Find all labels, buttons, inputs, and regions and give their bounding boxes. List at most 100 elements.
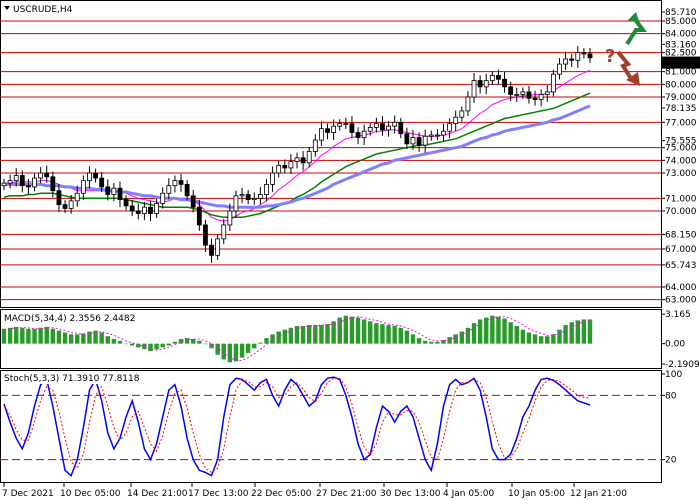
- price-label: 68.150: [665, 230, 697, 240]
- macd-bar: [44, 326, 49, 344]
- macd-bar: [514, 325, 519, 344]
- time-label: 4 Jan 05:00: [443, 489, 495, 499]
- macd-bar: [258, 342, 263, 344]
- time-label: 7 Dec 2021: [2, 489, 54, 499]
- stoch-levels: [0, 394, 661, 461]
- macd-bar: [313, 325, 318, 344]
- price-label: 74.000: [665, 156, 697, 166]
- candle-body: [538, 94, 544, 100]
- macd-bar: [282, 329, 287, 344]
- candle-body: [129, 205, 135, 212]
- ma-line-1: [3, 92, 591, 219]
- macd-bar: [294, 325, 300, 344]
- candle-body: [123, 199, 129, 207]
- candle-body: [203, 224, 208, 246]
- price-label: 85.710: [665, 8, 697, 18]
- macd-bar: [93, 330, 98, 344]
- stoch-tick-label: 80: [665, 391, 677, 401]
- macd-bar: [331, 321, 336, 344]
- price-label: 84.000: [665, 30, 697, 40]
- macd-bar: [545, 336, 550, 344]
- symbol-dropdown-icon[interactable]: [4, 6, 10, 10]
- macd-bar: [349, 316, 355, 344]
- candle-body: [68, 200, 74, 209]
- stoch-line-1: [3, 377, 591, 474]
- price-label: 80.000: [665, 80, 697, 90]
- time-axis: 7 Dec 2021 10 Dec 05:00 14 Dec 21:00 17 Dec…: [2, 483, 627, 499]
- macd-bar: [557, 329, 562, 344]
- macd-bar: [508, 322, 513, 344]
- candle-body: [416, 137, 422, 146]
- macd-bar: [416, 338, 422, 344]
- candle-body: [373, 123, 379, 128]
- candle-body: [32, 177, 37, 188]
- macd-bar: [136, 343, 141, 348]
- price-label: 83.160: [665, 40, 697, 50]
- candle-body: [380, 123, 385, 131]
- macd-tick-label: 0.00: [665, 340, 685, 350]
- macd-bar: [68, 334, 74, 344]
- candle-body: [331, 125, 337, 133]
- candle-body: [392, 121, 398, 127]
- macd-bar: [252, 343, 257, 349]
- candle-body: [172, 180, 178, 187]
- macd-bar: [123, 343, 129, 345]
- candle-body: [257, 194, 263, 199]
- up-arrow-icon: [625, 16, 647, 46]
- macd-bar: [270, 334, 275, 344]
- macd-bar: [538, 336, 544, 344]
- time-label: 10 Jan 05:00: [508, 489, 565, 499]
- candle-body: [312, 139, 318, 152]
- stoch-pane-frame: [0, 370, 662, 483]
- candle-body: [117, 187, 123, 200]
- candle-body: [178, 180, 184, 185]
- price-label: 81.717: [665, 59, 697, 69]
- resistance-levels: [0, 20, 661, 301]
- main-pane-frame: [0, 0, 662, 308]
- candle-body: [300, 157, 306, 164]
- price-label: 78.135: [665, 104, 697, 114]
- macd-bar: [465, 327, 471, 344]
- macd-bar: [276, 331, 281, 344]
- candle-body: [38, 172, 44, 179]
- candle-body: [13, 175, 19, 182]
- candle-body: [26, 185, 31, 188]
- candle-body: [465, 96, 471, 112]
- candle-body: [56, 190, 62, 206]
- macd-bar: [532, 334, 538, 344]
- macd-bar: [441, 339, 446, 344]
- macd-bar: [307, 325, 312, 344]
- macd-bar: [459, 331, 465, 344]
- candle-body: [532, 97, 538, 100]
- candle-body: [489, 75, 495, 81]
- candle-body: [44, 172, 50, 178]
- candle-body: [154, 202, 160, 214]
- candle-body: [141, 206, 147, 214]
- candle-body: [148, 206, 153, 214]
- candle-body: [587, 53, 593, 59]
- candle-body: [441, 130, 446, 136]
- candle-body: [514, 94, 520, 96]
- candle-body: [386, 125, 391, 131]
- macd-bar: [56, 330, 62, 344]
- macd-bar: [26, 328, 31, 344]
- time-label: 27 Dec 21:00: [316, 489, 377, 499]
- candle-body: [111, 187, 117, 195]
- macd-bar: [264, 338, 269, 344]
- candle-body: [349, 123, 355, 133]
- macd-bar: [50, 328, 56, 344]
- macd-bar: [477, 319, 483, 344]
- macd-bar: [14, 326, 19, 344]
- macd-bar: [191, 339, 196, 344]
- macd-bar: [81, 333, 86, 344]
- candle-body: [477, 80, 483, 88]
- time-label: 12 Jan 21:00: [570, 489, 627, 499]
- price-label: 79.000: [665, 93, 697, 103]
- candle-body: [264, 183, 269, 195]
- candle-body: [190, 195, 196, 208]
- macd-signal-path: [3, 316, 591, 361]
- macd-bar: [215, 343, 220, 355]
- macd-bar: [203, 343, 208, 345]
- macd-bar: [166, 343, 172, 346]
- macd-bar: [209, 343, 214, 349]
